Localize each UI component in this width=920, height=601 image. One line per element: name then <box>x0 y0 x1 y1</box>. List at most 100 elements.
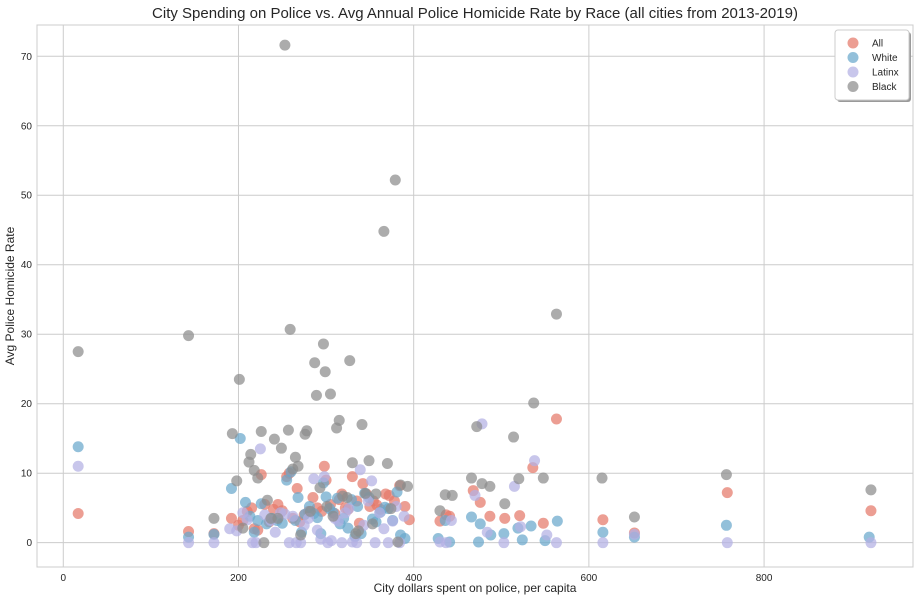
data-point-black <box>304 505 316 517</box>
data-point-black <box>309 357 321 369</box>
data-point-all <box>346 471 358 483</box>
data-point-white <box>281 474 293 486</box>
data-point-black <box>484 480 496 492</box>
data-point-black <box>865 484 877 496</box>
data-point-latinx <box>515 521 527 533</box>
data-point-black <box>333 414 345 426</box>
data-point-latinx <box>366 475 378 487</box>
data-point-latinx <box>481 526 493 538</box>
data-point-all <box>550 413 562 425</box>
y-axis-label: Avg Police Homicide Rate <box>3 226 17 365</box>
series-black <box>72 39 877 549</box>
data-point-white <box>311 512 323 524</box>
data-point-latinx <box>550 537 562 549</box>
legend-marker-latinx <box>847 66 859 78</box>
data-point-black <box>310 389 322 401</box>
data-point-latinx <box>369 537 381 549</box>
data-point-black <box>385 503 397 515</box>
data-point-black <box>596 472 608 484</box>
data-point-black <box>279 39 291 51</box>
data-point-black <box>292 460 304 472</box>
data-point-all <box>865 505 877 517</box>
data-point-latinx <box>269 526 281 538</box>
data-point-all <box>225 512 237 524</box>
data-point-black <box>344 355 356 367</box>
data-point-black <box>208 512 220 524</box>
data-point-latinx <box>351 537 363 549</box>
data-point-black <box>392 536 404 548</box>
data-point-black <box>446 489 458 501</box>
data-point-black <box>261 494 273 506</box>
data-point-all <box>72 507 84 519</box>
data-point-black <box>233 373 245 385</box>
data-point-black <box>317 338 329 350</box>
y-tick-label: 20 <box>21 399 33 410</box>
data-point-white <box>292 492 304 504</box>
x-tick-label: 400 <box>405 573 422 584</box>
data-point-black <box>537 472 549 484</box>
data-point-latinx <box>721 537 733 549</box>
data-point-latinx <box>318 471 330 483</box>
data-point-all <box>318 460 330 472</box>
data-point-black <box>183 330 195 342</box>
y-tick-label: 10 <box>21 469 33 480</box>
legend-marker-white <box>847 52 859 63</box>
data-point-latinx <box>336 537 348 549</box>
data-point-black <box>255 426 267 437</box>
data-point-all <box>484 510 496 522</box>
y-tick-label: 70 <box>21 52 33 63</box>
data-point-all <box>307 492 319 504</box>
legend-label-latinx: Latinx <box>872 68 899 79</box>
legend-label-white: White <box>872 53 898 64</box>
data-point-latinx <box>865 537 877 549</box>
data-point-black <box>513 473 525 485</box>
data-point-black <box>272 512 284 524</box>
data-point-latinx <box>387 515 399 527</box>
data-point-latinx <box>469 489 481 501</box>
data-point-black <box>363 455 375 467</box>
data-point-black <box>245 448 257 460</box>
legend: All White Latinx Black <box>834 29 911 102</box>
data-point-black <box>402 480 414 492</box>
data-point-latinx <box>382 537 394 549</box>
data-point-latinx <box>308 473 320 485</box>
data-point-white <box>465 511 477 523</box>
data-point-black <box>289 451 301 463</box>
x-axis-label: City dollars spent on police, per capita <box>374 581 577 595</box>
data-points <box>72 39 877 549</box>
data-point-all <box>499 512 511 524</box>
data-point-latinx <box>374 507 386 519</box>
data-point-latinx <box>529 455 541 467</box>
data-point-latinx <box>498 537 510 549</box>
data-point-white <box>234 432 246 444</box>
data-point-all <box>357 478 369 490</box>
data-point-latinx <box>183 537 195 549</box>
data-point-white <box>597 526 609 538</box>
data-point-black <box>356 419 368 431</box>
data-point-latinx <box>398 510 410 522</box>
data-point-black <box>528 397 540 409</box>
y-tick-label: 0 <box>26 538 32 549</box>
legend-label-black: Black <box>872 82 897 93</box>
data-point-latinx <box>343 503 355 515</box>
data-point-black <box>275 442 287 454</box>
data-point-latinx <box>541 529 553 541</box>
data-point-black <box>258 537 270 549</box>
data-point-black <box>231 475 243 487</box>
legend-marker-all <box>847 37 859 49</box>
data-point-black <box>360 487 371 499</box>
data-point-white <box>320 491 332 503</box>
y-tick-label: 30 <box>21 330 33 341</box>
data-point-black <box>434 505 446 517</box>
data-point-black <box>226 428 238 440</box>
data-point-black <box>381 457 393 469</box>
y-tick-label: 50 <box>21 191 33 202</box>
data-point-white <box>352 501 364 513</box>
x-tick-label: 600 <box>581 573 598 584</box>
data-point-black <box>499 498 511 510</box>
data-point-black <box>628 511 640 523</box>
data-point-black <box>319 366 331 378</box>
data-point-white <box>72 441 84 453</box>
data-point-black <box>237 522 249 534</box>
